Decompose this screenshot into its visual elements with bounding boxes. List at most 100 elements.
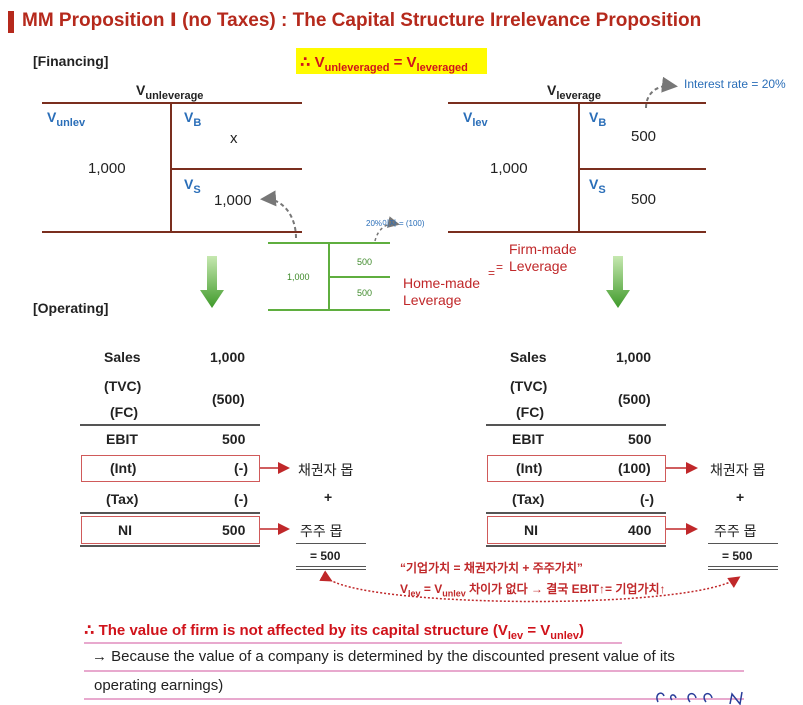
homemade-arrow bbox=[260, 190, 297, 239]
homemade-bottom-line bbox=[268, 309, 390, 311]
left-creditor-claim: 채권자 몹 bbox=[298, 462, 354, 478]
because-line-1: → Because the value of a company is dete… bbox=[92, 648, 675, 665]
financing-label: [Financing] bbox=[33, 53, 109, 69]
unlev-bs-center-line bbox=[170, 102, 172, 232]
right-cost-value: (500) bbox=[618, 391, 651, 407]
unlev-left-label: Vunlev bbox=[47, 109, 86, 129]
homemade-interest-arrow bbox=[374, 216, 400, 242]
left-plus-sign: + bbox=[324, 489, 333, 505]
left-tax-value: (-) bbox=[234, 491, 248, 507]
left-ni-value: 500 bbox=[222, 522, 246, 538]
home-made-label: Home-made Leverage bbox=[403, 275, 481, 308]
left-ni-label: NI bbox=[118, 522, 132, 538]
unlev-bs-mid-line bbox=[170, 168, 302, 170]
left-cost-value: (500) bbox=[212, 391, 245, 407]
left-down-arrow bbox=[200, 256, 224, 308]
leverage-equals-2: = bbox=[488, 266, 496, 280]
right-down-arrow bbox=[606, 256, 630, 308]
lev-debt-label: VB bbox=[589, 109, 607, 129]
unlev-debt-label: VB bbox=[184, 109, 202, 129]
left-bottom-rule bbox=[80, 545, 260, 547]
right-sales-value: 1,000 bbox=[616, 349, 652, 365]
lev-bs-heading: Vleverage bbox=[547, 82, 601, 102]
firm-made-label: Firm-made Leverage bbox=[509, 241, 577, 274]
unlev-bs-top-line bbox=[42, 102, 302, 104]
unlev-firm-value: 1,000 bbox=[88, 160, 126, 177]
unlev-bs-bottom-line bbox=[42, 231, 302, 233]
interest-rate-note: Interest rate = 20% bbox=[684, 77, 786, 91]
left-sales-value: 1,000 bbox=[210, 349, 246, 365]
right-int-box bbox=[487, 455, 666, 482]
homemade-top-value: 500 bbox=[357, 257, 373, 267]
left-tvc-label: (TVC) bbox=[104, 378, 142, 394]
right-total-double-rule-2 bbox=[708, 569, 778, 570]
interest-rate-arrow bbox=[645, 76, 678, 109]
left-total-value: = 500 bbox=[310, 549, 341, 563]
right-total-value: = 500 bbox=[722, 549, 753, 563]
right-fc-label: (FC) bbox=[516, 404, 544, 420]
left-ebit-value: 500 bbox=[222, 431, 246, 447]
conclusion-underline bbox=[84, 642, 622, 644]
unlev-bs-heading: Vunleverage bbox=[136, 82, 204, 102]
left-sales-label: Sales bbox=[104, 349, 141, 365]
right-int-value: (100) bbox=[618, 460, 651, 476]
left-ni-rule bbox=[80, 512, 260, 514]
left-ebit-label: EBIT bbox=[106, 431, 138, 447]
leverage-equals-1: = bbox=[496, 260, 504, 274]
homemade-left-value: 1,000 bbox=[287, 272, 310, 282]
right-tvc-label: (TVC) bbox=[510, 378, 548, 394]
right-shareholder-claim: 주주 몹 bbox=[714, 523, 757, 539]
unlev-equity-label: VS bbox=[184, 176, 201, 196]
right-sales-label: Sales bbox=[510, 349, 547, 365]
right-tax-value: (-) bbox=[640, 491, 654, 507]
right-tax-label: (Tax) bbox=[512, 491, 545, 507]
left-ebit-rule bbox=[80, 424, 260, 426]
right-ni-box bbox=[487, 516, 666, 544]
lev-bs-bottom-line bbox=[448, 231, 706, 233]
left-int-label: (Int) bbox=[110, 460, 137, 476]
because-line-2: operating earnings) bbox=[94, 677, 224, 694]
left-int-value: (-) bbox=[234, 460, 248, 476]
right-ebit-value: 500 bbox=[628, 431, 652, 447]
right-total-double-rule-1 bbox=[708, 566, 778, 567]
left-tax-label: (Tax) bbox=[106, 491, 139, 507]
lev-bs-top-line bbox=[448, 102, 706, 104]
unlev-debt-value: x bbox=[230, 130, 238, 147]
lev-left-label: Vlev bbox=[463, 109, 488, 129]
lev-bs-mid-line bbox=[578, 168, 706, 170]
homemade-interest-note: 20%이자 = (100) bbox=[366, 219, 425, 228]
right-ni-label: NI bbox=[524, 522, 538, 538]
left-total-double-rule-2 bbox=[296, 569, 366, 570]
operating-label: [Operating] bbox=[33, 300, 109, 316]
because-underline-1 bbox=[84, 670, 744, 672]
right-bottom-rule bbox=[486, 545, 666, 547]
equation-highlight bbox=[296, 48, 487, 74]
right-total-rule bbox=[708, 543, 778, 544]
page-title: MM Proposition Ⅰ (no Taxes) : The Capita… bbox=[22, 10, 702, 31]
lev-equity-value: 500 bbox=[631, 191, 657, 208]
right-ebit-rule bbox=[486, 424, 666, 426]
homemade-bottom-value: 500 bbox=[357, 288, 373, 298]
right-ni-rule bbox=[486, 512, 666, 514]
left-fc-label: (FC) bbox=[110, 404, 138, 420]
homemade-mid-line bbox=[328, 276, 390, 278]
because-underline-2 bbox=[84, 698, 744, 700]
left-total-rule bbox=[296, 543, 366, 544]
left-total-double-rule-1 bbox=[296, 566, 366, 567]
unlev-equity-value: 1,000 bbox=[214, 192, 252, 209]
lev-bs-center-line bbox=[578, 102, 580, 232]
lev-equity-label: VS bbox=[589, 176, 606, 196]
right-ni-value: 400 bbox=[628, 522, 652, 538]
left-int-box bbox=[81, 455, 260, 482]
equation-text: ∴ Vunleveraged = Vleveraged bbox=[300, 54, 468, 74]
right-creditor-claim: 채권자 몹 bbox=[710, 462, 766, 478]
left-shareholder-claim: 주주 몹 bbox=[300, 523, 343, 539]
firm-value-note: “기업가치 = 채권자가치 + 주주가치” bbox=[400, 561, 583, 575]
no-difference-note: Vlev = Vunlev 차이가 없다 → 결국 EBIT↑= 기업가치↑ bbox=[400, 582, 666, 599]
left-ni-box bbox=[81, 516, 260, 544]
lev-firm-value: 1,000 bbox=[490, 160, 528, 177]
right-ebit-label: EBIT bbox=[512, 431, 544, 447]
conclusion-statement: ∴ The value of firm is not affected by i… bbox=[84, 622, 585, 642]
handwriting-scribble bbox=[656, 691, 743, 705]
